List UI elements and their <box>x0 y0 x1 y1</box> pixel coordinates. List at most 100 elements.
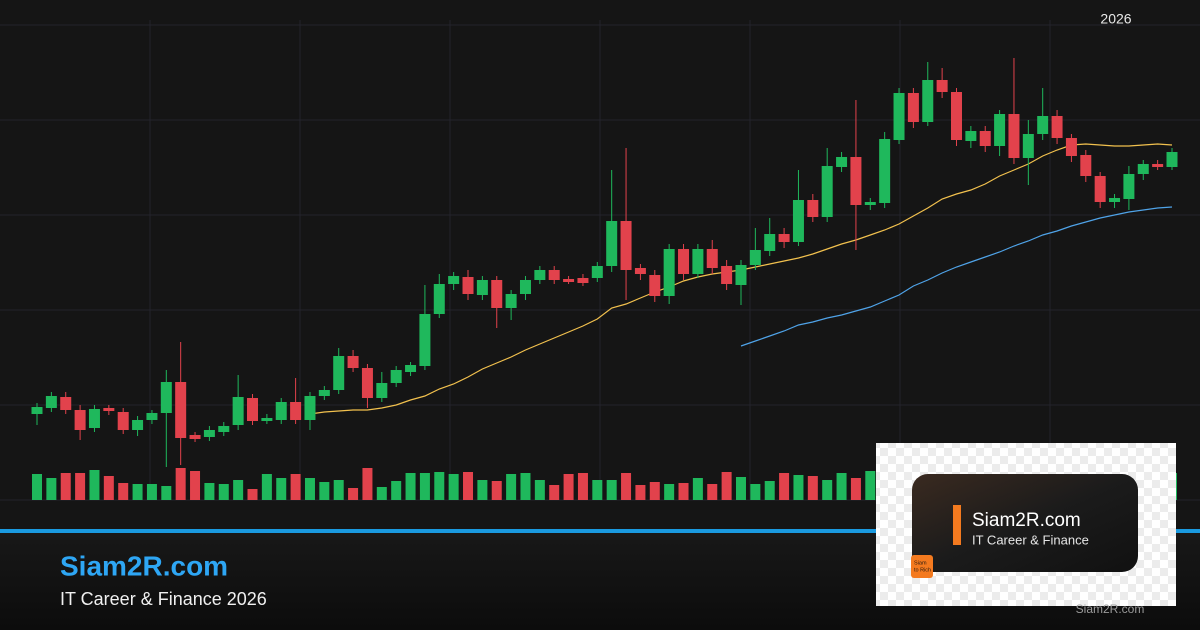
volume-bar <box>146 484 157 500</box>
logo-box <box>912 474 1138 572</box>
volume-bar <box>161 486 172 500</box>
candle-body <box>146 413 158 420</box>
volume-bar <box>764 481 775 500</box>
candle-body <box>735 265 747 285</box>
volume-bar <box>692 478 703 500</box>
volume-bar <box>793 475 804 500</box>
candle-body <box>979 131 991 146</box>
volume-bar <box>103 476 114 500</box>
candle-body <box>505 294 517 308</box>
candle-body <box>792 200 804 242</box>
candle-body <box>534 270 546 280</box>
volume-bar <box>664 484 675 500</box>
candle-body <box>606 221 618 266</box>
candle-body <box>175 382 187 438</box>
volume-bar <box>491 481 502 500</box>
volume-bar <box>132 484 143 500</box>
moving-average <box>740 206 1173 347</box>
volume-bar <box>678 483 689 500</box>
volume-bar <box>204 483 215 500</box>
candle-body <box>1166 152 1178 167</box>
volume-bar <box>577 473 588 500</box>
volume-bar <box>391 481 402 500</box>
candle-body <box>850 157 862 205</box>
volume-bar <box>592 480 603 500</box>
logo-badge <box>911 555 933 578</box>
candle-body <box>994 114 1006 146</box>
site-title: Siam2R.com <box>60 550 228 581</box>
candle-body <box>347 356 359 368</box>
candle-body <box>491 280 503 308</box>
candle-body <box>950 92 962 140</box>
year-label: 2026 <box>1100 11 1131 27</box>
candle-body <box>620 221 632 270</box>
candle-body <box>390 370 402 383</box>
candle-body <box>548 270 560 280</box>
candle-body <box>836 157 848 167</box>
candle-body <box>189 435 201 439</box>
candle-body <box>88 409 100 428</box>
candle-body <box>333 356 345 390</box>
volume-bar <box>75 473 86 500</box>
candle-body <box>807 200 819 217</box>
candle-body <box>419 314 431 366</box>
volume-bar <box>333 480 344 500</box>
candle-body <box>275 402 287 420</box>
candle-body <box>361 368 373 398</box>
volume-bar <box>348 488 359 500</box>
candle-body <box>1080 155 1092 176</box>
candle-body <box>663 249 675 296</box>
candle-body <box>448 276 460 284</box>
site-subtitle: IT Career & Finance 2026 <box>60 589 267 609</box>
candle-body <box>1022 134 1034 158</box>
logo-badge-text: to Rich <box>914 567 931 573</box>
candle-body <box>160 382 172 413</box>
volume-bar <box>735 477 746 500</box>
logo-title: Siam2R.com <box>972 510 1081 531</box>
volume-bar <box>865 471 876 500</box>
watermark: Siam2R.com <box>1076 602 1145 616</box>
candle-body <box>247 398 259 421</box>
volume-bar <box>247 489 258 500</box>
volume-bar <box>190 471 201 500</box>
candle-body <box>203 430 215 437</box>
volume-bar <box>175 468 186 500</box>
candle-body <box>462 277 474 294</box>
candle-body <box>649 275 661 296</box>
candle-body <box>318 390 330 396</box>
volume-bar <box>89 470 100 500</box>
candle-body <box>864 202 876 205</box>
candle-body <box>1094 176 1106 202</box>
volume-bar <box>635 485 646 500</box>
logo-bar <box>953 505 961 545</box>
volume-bar <box>520 473 531 500</box>
candle-body <box>60 397 72 410</box>
candle-body <box>304 396 316 420</box>
volume-bar <box>477 480 488 500</box>
volume-bar <box>448 474 459 500</box>
candle-body <box>433 284 445 314</box>
volume-bar <box>276 478 287 500</box>
candle-body <box>103 408 115 411</box>
volume-bar <box>549 485 560 500</box>
separator <box>0 529 1200 533</box>
candle-body <box>634 268 646 274</box>
volume-bar <box>376 487 387 500</box>
candle-body <box>519 280 531 294</box>
candle-body <box>376 383 388 398</box>
volume-bar <box>750 484 761 500</box>
candle-body <box>764 234 776 251</box>
volume-bar <box>463 472 474 500</box>
candle-body <box>1065 138 1077 156</box>
candle-body <box>261 418 273 421</box>
volume-bar <box>606 480 617 500</box>
volume-bar <box>32 474 42 500</box>
candle-body <box>706 249 718 268</box>
volume-bar <box>850 478 861 500</box>
candle-body <box>1123 174 1135 199</box>
volume-bar <box>218 484 229 500</box>
candle-body <box>692 249 704 274</box>
volume-bar <box>233 480 244 500</box>
